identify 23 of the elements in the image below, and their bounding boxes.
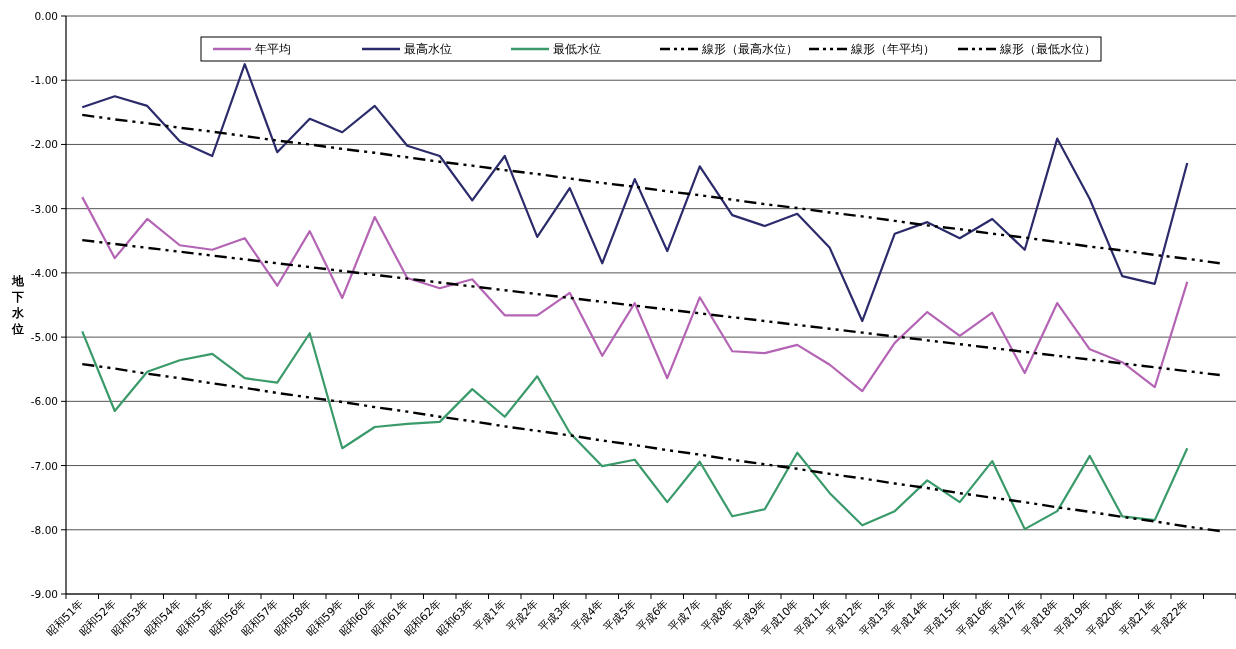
y-tick-label: -1.00 xyxy=(30,74,58,87)
y-tick-label: -8.00 xyxy=(30,523,58,536)
y-tick-label: -5.00 xyxy=(30,331,58,344)
y-tick-label: -6.00 xyxy=(30,395,58,408)
y-tick-label: -9.00 xyxy=(30,588,58,600)
line-series xyxy=(81,362,1221,533)
legend-label: 線形（最高水位） xyxy=(701,42,798,56)
line-series xyxy=(81,238,1221,377)
legend-label: 線形（最低水位） xyxy=(999,42,1096,56)
y-tick-label: -2.00 xyxy=(30,138,58,151)
y-tick-label: 0.00 xyxy=(34,10,58,22)
legend-label: 最低水位 xyxy=(553,42,601,56)
line-series xyxy=(81,63,1189,323)
line-series xyxy=(81,196,1189,393)
line-series xyxy=(81,330,1189,531)
y-tick-label: -4.00 xyxy=(30,266,58,279)
legend-label: 年平均 xyxy=(255,42,291,56)
y-tick-label: -3.00 xyxy=(30,202,58,215)
y-tick-label: -7.00 xyxy=(30,459,58,472)
y-axis-title: 地下水位 xyxy=(11,274,25,336)
line-series xyxy=(81,113,1221,265)
legend-label: 最高水位 xyxy=(404,42,452,56)
legend-label: 線形（年平均） xyxy=(850,42,935,56)
